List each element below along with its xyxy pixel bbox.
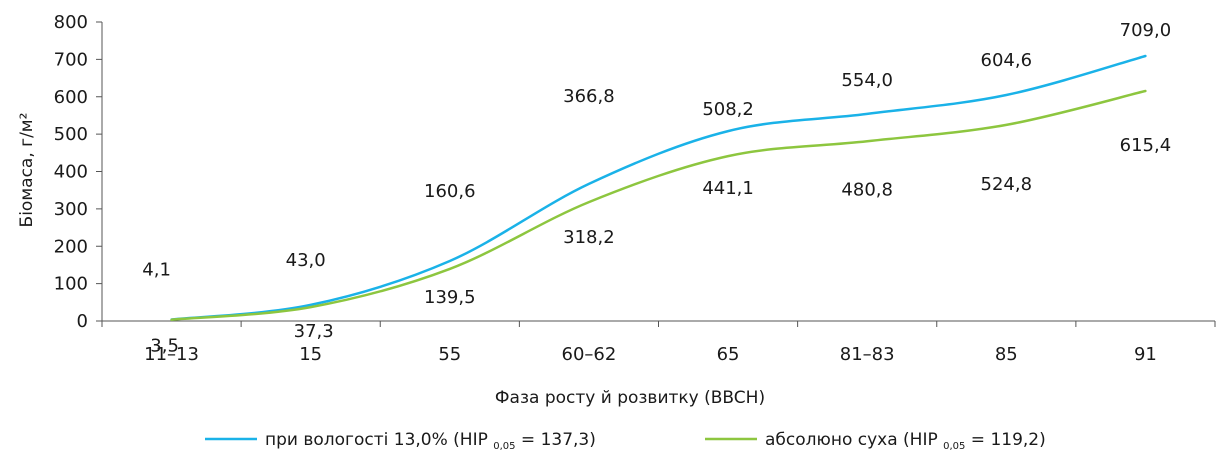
data-label: 4,1 [142,260,171,281]
y-tick-label: 0 [77,311,88,332]
x-tick-label: 85 [995,344,1018,365]
data-label: 3,5 [150,336,179,357]
series-line-2 [170,89,1147,321]
y-tick-label: 600 [54,87,88,108]
data-label: 508,2 [702,99,754,120]
data-label: 43,0 [286,250,326,271]
series-line-1 [170,54,1147,321]
y-tick-label: 100 [54,274,88,295]
x-tick-label: 11–13 [144,344,199,365]
y-axis-title: Біомаса, г/м² [17,113,37,228]
y-tick-label: 300 [54,199,88,220]
x-tick-label: 55 [438,344,461,365]
data-labels: 4,1 43,0 160,6 366,8 508,2 554,0 604,6 709,0 3,5… [142,20,1171,357]
data-label: 604,6 [981,50,1033,71]
data-label: 709,0 [1120,20,1172,41]
data-label: 160,6 [424,181,476,202]
data-label: 480,8 [841,179,893,200]
data-label: 37,3 [294,321,334,342]
legend-entry-1: при вологості 13,0% (НІР 0,05 = 137,3) [265,430,596,452]
legend-entry-2: абсолюно суха (НІР 0,05 = 119,2) [765,430,1046,452]
data-label: 554,0 [841,70,893,91]
axes: 0 100 200 300 400 500 600 700 800 11–13 15 55 60–62 6… [54,12,1216,365]
y-tick-label: 500 [54,124,88,145]
data-label: 366,8 [563,86,615,107]
y-tick-label: 200 [54,236,88,257]
data-label: 318,2 [563,227,615,248]
x-tick-label: 81–83 [840,344,895,365]
data-label: 441,1 [702,178,754,199]
x-axis-title: Фаза росту й розвитку (BBCH) [495,388,765,408]
data-label: 615,4 [1120,135,1172,156]
x-tick-label: 15 [299,344,322,365]
y-tick-label: 400 [54,162,88,183]
series-lines [170,54,1147,321]
x-tick-label: 60–62 [562,344,617,365]
data-label: 524,8 [981,174,1033,195]
y-tick-label: 800 [54,12,88,33]
x-tick-label: 91 [1134,344,1157,365]
data-label: 139,5 [424,287,476,308]
y-tick-label: 700 [54,49,88,70]
x-tick-label: 65 [717,344,740,365]
legend: при вологості 13,0% (НІР 0,05 = 137,3) аб… [205,430,1046,452]
